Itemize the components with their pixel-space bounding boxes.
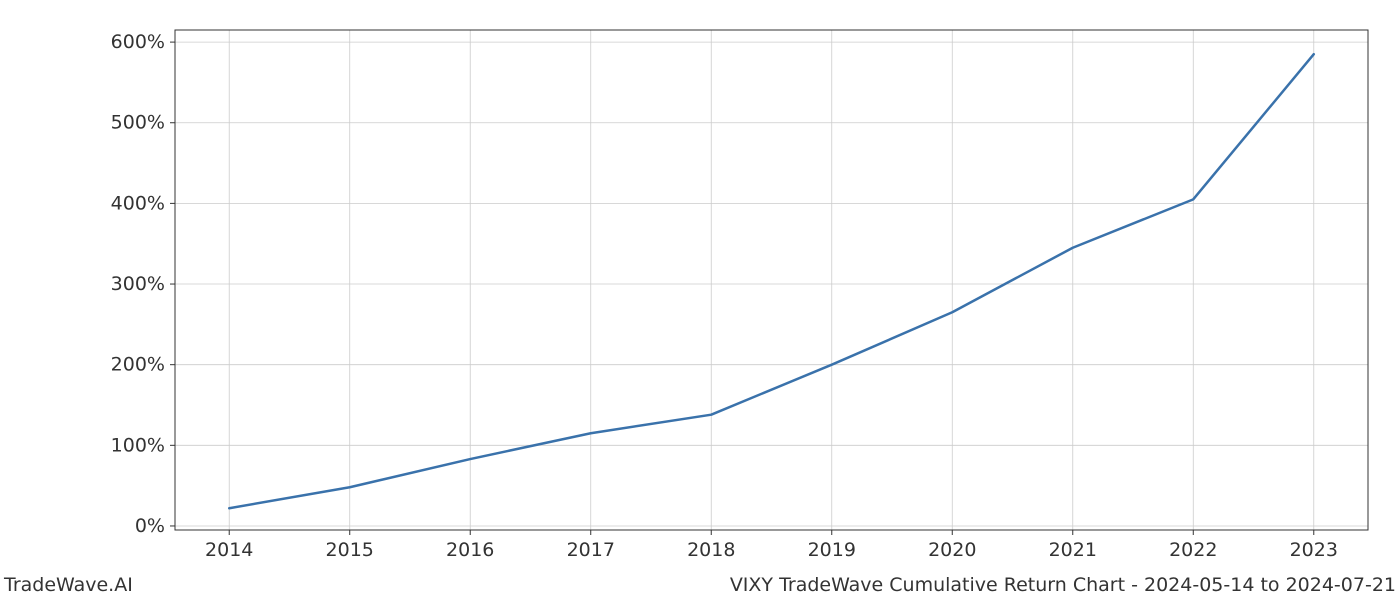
x-tick-label: 2017 — [567, 539, 615, 561]
return-line — [229, 54, 1314, 508]
footer-right-text: VIXY TradeWave Cumulative Return Chart -… — [730, 574, 1396, 596]
y-tick-label: 400% — [111, 192, 165, 214]
x-tick-label: 2019 — [808, 539, 856, 561]
y-tick-label: 600% — [111, 31, 165, 53]
chart-container: 2014 2015 2016 2017 2018 2019 2020 2021 2022 2023… — [0, 0, 1400, 600]
x-tick-label: 2022 — [1169, 539, 1217, 561]
y-tick-label: 300% — [111, 273, 165, 295]
x-tick-label: 2021 — [1049, 539, 1097, 561]
y-tick-label: 0% — [135, 515, 165, 537]
footer-left-text: TradeWave.AI — [4, 574, 133, 596]
x-tick-label: 2015 — [326, 539, 374, 561]
x-tick-label: 2016 — [446, 539, 494, 561]
y-tick-label: 200% — [111, 354, 165, 376]
y-tick-label: 500% — [111, 112, 165, 134]
x-tick-label: 2023 — [1290, 539, 1338, 561]
plot-border — [175, 30, 1368, 530]
x-tick-label: 2014 — [205, 539, 253, 561]
y-tick-label: 100% — [111, 434, 165, 456]
line-chart: 2014 2015 2016 2017 2018 2019 2020 2021 2022 2023… — [0, 0, 1400, 600]
x-tick-label: 2020 — [928, 539, 976, 561]
x-tick-label: 2018 — [687, 539, 735, 561]
